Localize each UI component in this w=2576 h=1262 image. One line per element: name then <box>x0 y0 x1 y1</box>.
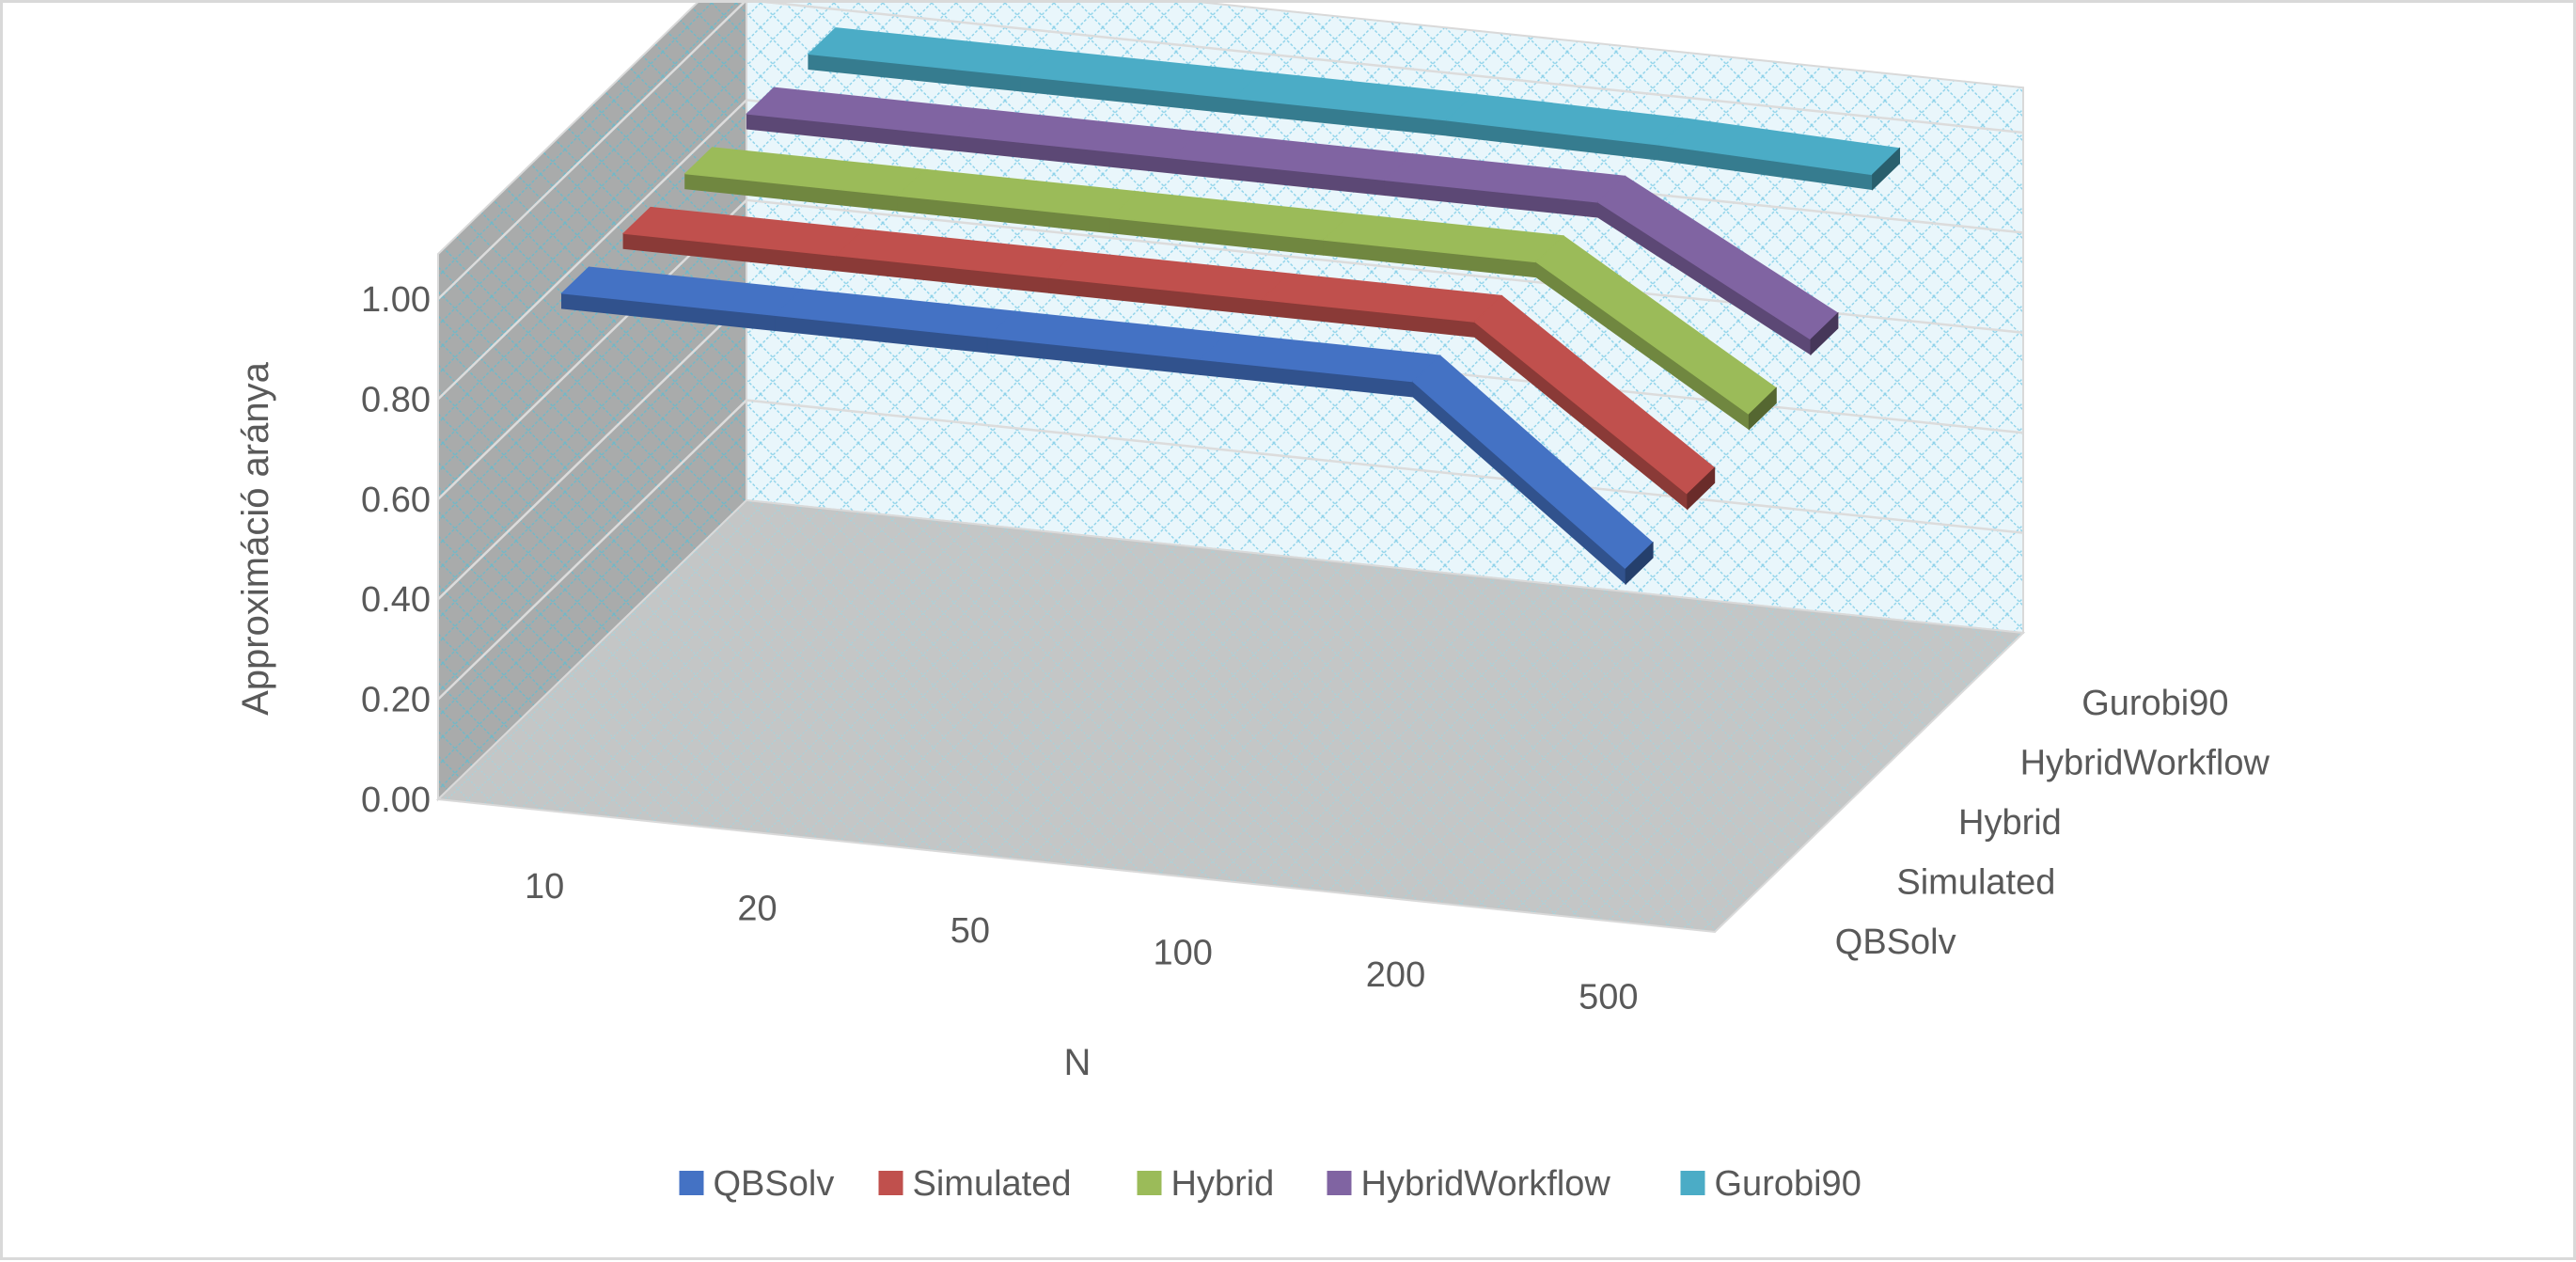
legend-item-hybrid: Hybrid <box>1137 1164 1275 1204</box>
depth-tick-label: Hybrid <box>1958 803 2062 843</box>
ribbon-end <box>1872 147 1900 191</box>
ribbon-end <box>1810 311 1839 356</box>
series-hybrid <box>683 147 1778 431</box>
y-tick-label: 0.40 <box>361 580 431 620</box>
legend-item-hybridworkflow: HybridWorkflow <box>1327 1164 1611 1204</box>
legend-label: QBSolv <box>714 1164 835 1204</box>
y-tick-label: 0.00 <box>361 781 431 820</box>
chart-3d-line: Approximáció aránya N 0.00 0.20 0.40 0.60 0.… <box>235 0 2270 1204</box>
x-tick-label: 50 <box>950 911 990 951</box>
legend-label: Gurobi90 <box>1715 1164 1861 1204</box>
x-axis-title: N <box>1064 1042 1092 1083</box>
depth-tick-label: QBSolv <box>1835 923 1956 962</box>
y-tick-label: 0.20 <box>361 681 431 720</box>
legend-swatch <box>1327 1171 1352 1195</box>
legend-swatch <box>878 1171 903 1195</box>
series-qbsolv <box>560 266 1654 586</box>
x-tick-label: 100 <box>1153 933 1212 972</box>
series-group <box>560 27 1901 586</box>
gridline <box>437 0 2024 300</box>
x-tick-label: 500 <box>1579 977 1638 1017</box>
legend-item-qbsolv: QBSolv <box>679 1164 835 1204</box>
x-tick-label: 20 <box>737 889 777 928</box>
series-gurobi90 <box>807 27 1901 191</box>
x-tick-label: 10 <box>525 867 564 907</box>
legend-label: HybridWorkflow <box>1361 1164 1611 1204</box>
series-simulated <box>621 206 1716 511</box>
ribbon-end <box>1687 466 1716 511</box>
y-tick-label: 0.80 <box>361 380 431 419</box>
legend-label: Hybrid <box>1171 1164 1275 1204</box>
x-tick-label: 200 <box>1366 955 1425 995</box>
legend-swatch <box>679 1171 704 1195</box>
y-tick-label: 1.00 <box>361 280 431 320</box>
legend-item-gurobi90: Gurobi90 <box>1680 1164 1861 1204</box>
depth-tick-label: Simulated <box>1896 863 2055 903</box>
y-axis-title: Approximáció aránya <box>235 361 276 715</box>
series-hybridworkflow <box>746 87 1839 356</box>
legend-swatch <box>1137 1171 1162 1195</box>
axis-labels: Approximáció aránya N 0.00 0.20 0.40 0.60 0.… <box>235 280 2270 1083</box>
floor <box>435 498 2026 934</box>
legend: QBSolv Simulated Hybrid HybridWorkflow Gurob… <box>679 1164 1861 1204</box>
ribbon-end <box>1748 386 1777 431</box>
y-tick-label: 0.60 <box>361 481 431 520</box>
legend-item-simulated: Simulated <box>878 1164 1072 1204</box>
depth-tick-label: Gurobi90 <box>2081 684 2228 723</box>
gridline <box>437 399 2024 701</box>
legend-swatch <box>1680 1171 1705 1195</box>
ribbon-end <box>1625 541 1654 586</box>
legend-label: Simulated <box>913 1164 1072 1204</box>
depth-tick-label: HybridWorkflow <box>2020 743 2270 782</box>
